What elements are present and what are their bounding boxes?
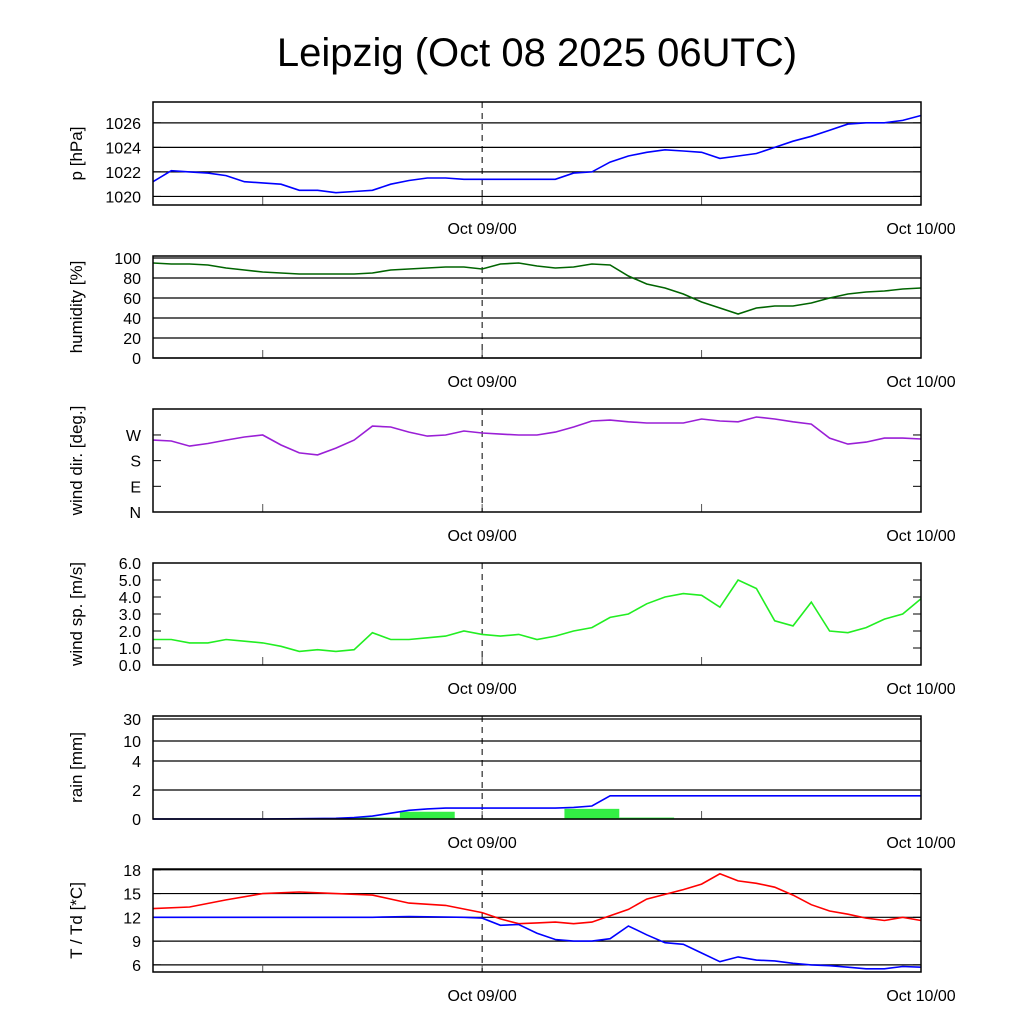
x-tick-label: Oct 10/00 — [886, 835, 955, 852]
y-tick-label: 5.0 — [119, 573, 141, 590]
y-axis-label: rain [mm] — [67, 732, 86, 803]
y-tick-label: 6 — [132, 958, 141, 975]
y-tick-label: W — [126, 428, 142, 445]
x-tick-label: Oct 10/00 — [886, 988, 955, 1005]
y-tick-label: 1.0 — [119, 641, 141, 658]
panel-humidity: 0 20 40 60 80 100 Oct 09/00 Oct 10/00 humidity [… — [67, 251, 956, 391]
y-tick-label: 2.0 — [119, 624, 141, 641]
y-tick-label: 20 — [123, 331, 141, 348]
plot-frame — [152, 101, 922, 206]
y-tick-label: 10 — [123, 734, 141, 751]
y-tick-label: 4.0 — [119, 590, 141, 607]
chart-title: Leipzig (Oct 08 2025 06UTC) — [277, 31, 797, 75]
y-tick-label: 0.0 — [119, 658, 141, 675]
plot-frame — [152, 715, 922, 820]
y-tick-label: 1024 — [105, 140, 141, 157]
rain-bar — [564, 808, 620, 819]
y-axis-label: p [hPa] — [67, 127, 86, 181]
y-axis-label: wind sp. [m/s] — [67, 562, 86, 667]
y-tick-label: E — [130, 479, 141, 496]
y-axis-label: wind dir. [deg.] — [67, 406, 86, 517]
y-tick-label: N — [129, 505, 141, 522]
series-line-pressure — [152, 114, 922, 194]
series-line-humidity — [152, 262, 922, 315]
y-tick-label: 18 — [123, 863, 141, 880]
x-tick-label: Oct 10/00 — [886, 528, 955, 545]
x-tick-label: Oct 09/00 — [447, 835, 516, 852]
panel-temperature: 6 9 12 15 18 Oct 09/00 Oct 10/00 T / Td [*C] — [67, 863, 956, 1005]
y-tick-label: 0 — [132, 351, 141, 368]
y-tick-label: 1026 — [105, 116, 141, 133]
plot-frame — [152, 562, 922, 666]
panel-wind_speed: 0.01.02.03.04.05.06.0 Oct 09/00 Oct 10/00 w… — [67, 556, 956, 698]
y-tick-label: 15 — [123, 887, 141, 904]
y-tick-label: 12 — [123, 910, 141, 927]
x-tick-label: Oct 09/00 — [447, 528, 516, 545]
y-tick-label: 60 — [123, 291, 141, 308]
y-axis-label: T / Td [*C] — [67, 882, 86, 959]
y-tick-label: 1020 — [105, 189, 141, 206]
x-tick-label: Oct 09/00 — [447, 988, 516, 1005]
series-line-td — [153, 915, 922, 970]
y-tick-label: 6.0 — [119, 556, 141, 573]
series-line-wind-direction — [152, 416, 922, 456]
y-axis-label: humidity [%] — [67, 261, 86, 354]
rain-bar — [399, 811, 455, 819]
panel-rain: 0 2 4 10 30 Oct 09/00 Oct 10/00 rain [mm] — [67, 712, 956, 852]
x-tick-label: Oct 09/00 — [447, 221, 516, 238]
x-tick-label: Oct 09/00 — [447, 374, 516, 391]
y-tick-label: 80 — [123, 271, 141, 288]
x-tick-label: Oct 10/00 — [886, 681, 955, 698]
y-tick-label: 9 — [132, 934, 141, 951]
y-tick-label: S — [130, 454, 141, 471]
plot-frame — [152, 255, 922, 359]
series-line-t — [152, 872, 922, 925]
x-tick-label: Oct 10/00 — [886, 374, 955, 391]
x-tick-label: Oct 10/00 — [886, 221, 955, 238]
y-tick-label: 1022 — [105, 165, 141, 182]
y-tick-label: 100 — [114, 251, 141, 268]
x-tick-label: Oct 09/00 — [447, 681, 516, 698]
plot-frame — [152, 408, 922, 513]
y-tick-label: 0 — [132, 812, 141, 829]
panel-pressure: 1020 1022 1024 1026 Oct 09/00 Oct 10/00 p [hPa… — [67, 101, 956, 238]
series-line-accumulated-precipitation — [153, 794, 921, 820]
y-tick-label: 30 — [123, 712, 141, 729]
y-tick-label: 4 — [132, 754, 141, 771]
plot-frame — [152, 868, 922, 973]
y-tick-label: 3.0 — [119, 607, 141, 624]
y-tick-label: 40 — [123, 311, 141, 328]
series-line-wind-speed — [153, 578, 922, 653]
y-tick-label: 2 — [132, 783, 141, 800]
